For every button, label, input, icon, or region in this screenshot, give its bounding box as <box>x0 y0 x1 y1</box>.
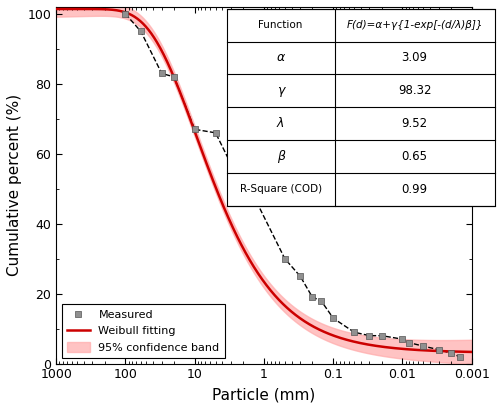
Measured <box>248 189 256 196</box>
Measured <box>378 333 386 339</box>
Text: β: β <box>276 150 284 163</box>
Measured <box>317 297 325 304</box>
Measured <box>366 333 374 339</box>
Weibull fitting <box>224 212 230 217</box>
Legend: Measured, Weibull fitting, 95% confidence band: Measured, Weibull fitting, 95% confidenc… <box>62 303 225 358</box>
Text: γ: γ <box>277 84 284 97</box>
Measured <box>308 294 316 301</box>
Text: 3.09: 3.09 <box>402 52 427 65</box>
Weibull fitting <box>362 342 368 346</box>
Measured <box>190 126 198 133</box>
Text: Function: Function <box>258 20 303 30</box>
Measured <box>296 273 304 279</box>
Weibull fitting <box>156 43 162 48</box>
Measured <box>170 74 178 80</box>
Weibull fitting <box>395 346 401 351</box>
Text: 0.65: 0.65 <box>402 150 427 163</box>
Text: 0.99: 0.99 <box>402 183 427 196</box>
Measured <box>329 315 337 321</box>
Weibull fitting <box>192 128 198 133</box>
Y-axis label: Cumulative percent (%): Cumulative percent (%) <box>7 94 22 276</box>
Text: λ: λ <box>277 117 284 130</box>
Measured <box>447 350 455 356</box>
Text: F(d)=α+γ{1-exp[-(d/λ)β]}: F(d)=α+γ{1-exp[-(d/λ)β]} <box>346 20 483 30</box>
Weibull fitting <box>468 349 474 354</box>
Measured <box>434 346 442 353</box>
Line: Weibull fitting: Weibull fitting <box>56 9 472 352</box>
Measured <box>405 339 413 346</box>
Bar <box>226 9 494 206</box>
Measured <box>122 11 130 17</box>
Measured <box>158 70 166 76</box>
Weibull fitting <box>53 7 59 11</box>
Text: 9.52: 9.52 <box>402 117 427 130</box>
Measured <box>398 336 406 342</box>
Weibull fitting <box>281 302 287 307</box>
Measured <box>137 28 145 35</box>
Measured <box>456 353 464 360</box>
X-axis label: Particle (mm): Particle (mm) <box>212 387 316 402</box>
Measured <box>350 329 358 335</box>
Measured <box>420 343 428 349</box>
Measured <box>239 186 247 192</box>
Text: α: α <box>276 52 284 65</box>
Text: 98.32: 98.32 <box>398 84 432 97</box>
Measured <box>281 256 289 262</box>
Text: R-Square (COD): R-Square (COD) <box>240 184 322 194</box>
Measured <box>212 130 220 136</box>
